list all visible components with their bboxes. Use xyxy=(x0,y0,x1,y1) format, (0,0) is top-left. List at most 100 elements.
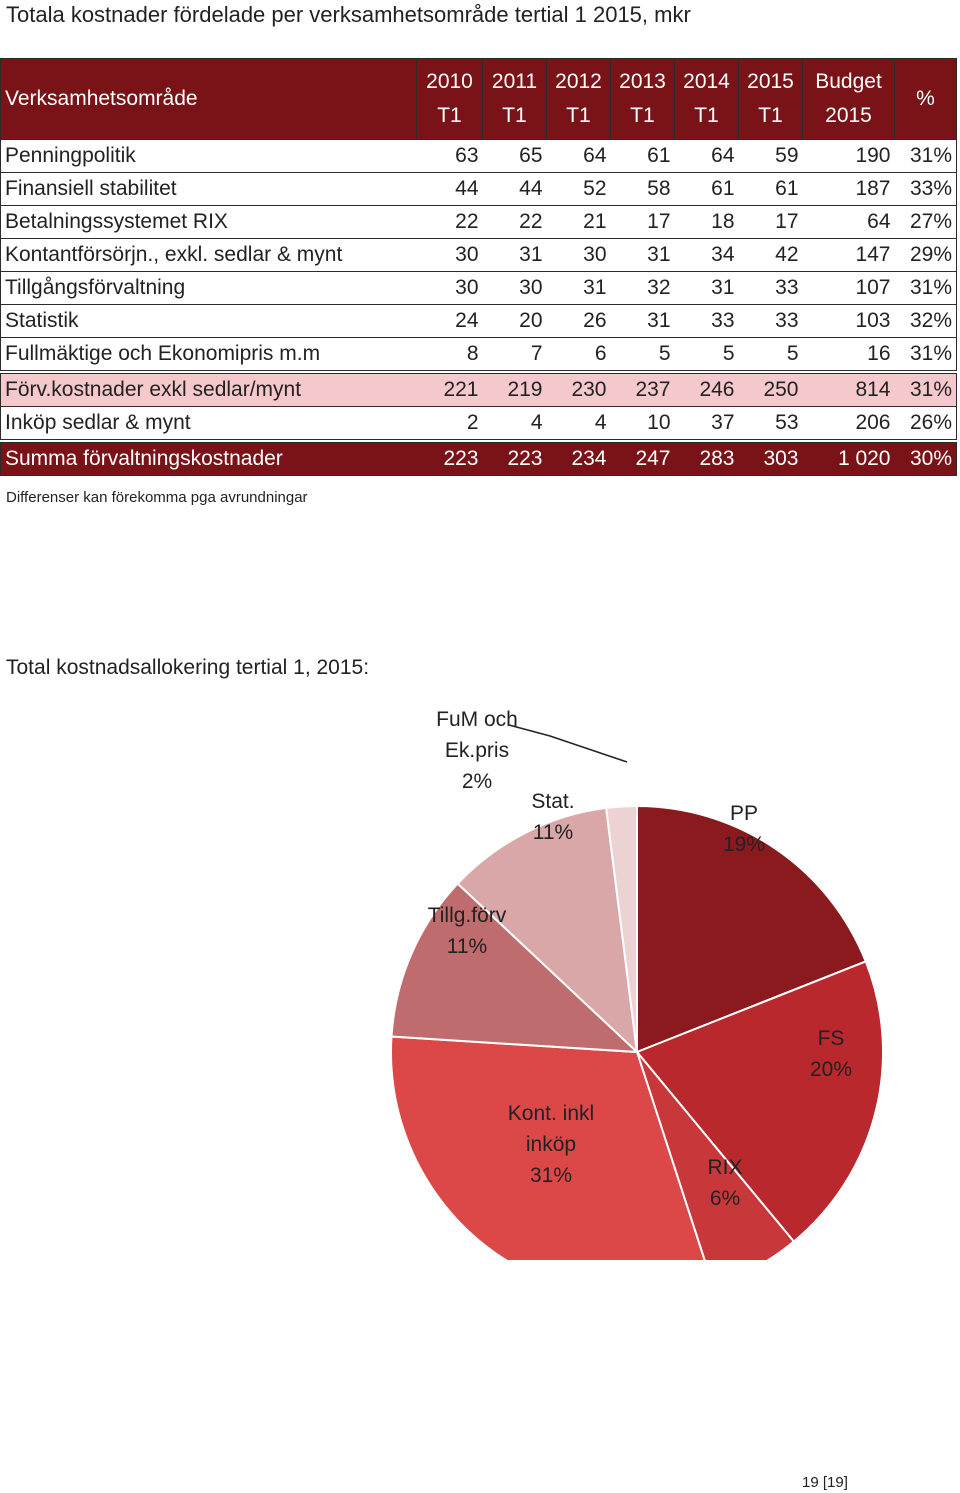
header-column-line1: 2011 xyxy=(491,70,538,93)
header-column: 2012 T1 xyxy=(546,58,611,140)
row-value: 63 xyxy=(416,139,483,173)
row-value: 33 xyxy=(738,304,803,338)
cost-table: Verksamhetsområde 2010 T1 2011 T1 2012 T1 2013 T… xyxy=(0,58,957,476)
page-number: 19 [19] xyxy=(802,1474,848,1491)
row-label: Inköp sedlar & mynt xyxy=(0,406,417,440)
pie-slice-label-line: 11% xyxy=(533,821,573,844)
row-value: 64 xyxy=(546,139,611,173)
row-value: 52 xyxy=(546,172,611,206)
row-value: 103 xyxy=(802,304,895,338)
pie-slice-label-line: RIX xyxy=(707,1156,742,1179)
table-row: Fullmäktige och Ekonomipris m.m 8 7 6 5 5 5 16 3… xyxy=(0,337,957,371)
pie-slice-label: Tillg.förv 11% xyxy=(428,904,507,958)
pie-slice xyxy=(635,960,884,1243)
row-value: 219 xyxy=(482,373,547,407)
row-value: 27% xyxy=(894,205,957,239)
row-label: Fullmäktige och Ekonomipris m.m xyxy=(0,337,417,371)
header-column-line1: 2012 xyxy=(555,70,602,93)
row-value: 10 xyxy=(610,406,675,440)
row-value: 234 xyxy=(546,442,611,476)
row-value: 16 xyxy=(802,337,895,371)
header-column-line2: T1 xyxy=(758,104,783,127)
row-value: 246 xyxy=(674,373,739,407)
row-value: 34 xyxy=(674,238,739,272)
header-column-line1: % xyxy=(916,87,935,110)
pie-chart-title: Total kostnadsallokering tertial 1, 2015… xyxy=(6,656,370,679)
row-value: 17 xyxy=(738,205,803,239)
row-value: 206 xyxy=(802,406,895,440)
header-column: 2014 T1 xyxy=(674,58,739,140)
table-row: Tillgångsförvaltning 30 30 31 32 31 33 107 31% xyxy=(0,271,957,305)
row-value: 247 xyxy=(610,442,675,476)
header-row: Verksamhetsområde 2010 T1 2011 T1 2012 T1 2013 T… xyxy=(0,58,957,140)
header-column-line2: 2015 xyxy=(825,104,872,127)
row-value: 187 xyxy=(802,172,895,206)
row-value: 283 xyxy=(674,442,739,476)
row-value: 31% xyxy=(894,337,957,371)
row-value: 31 xyxy=(674,271,739,305)
row-value: 30 xyxy=(416,271,483,305)
row-value: 24 xyxy=(416,304,483,338)
row-value: 59 xyxy=(738,139,803,173)
total-row: Summa förvaltningskostnader 223 223 234 247 2… xyxy=(0,442,957,476)
pie-slice-label-line: Tillg.förv xyxy=(428,904,507,927)
row-label: Finansiell stabilitet xyxy=(0,172,417,206)
row-value: 814 xyxy=(802,373,895,407)
pie-slice-label-line: 31% xyxy=(530,1164,572,1187)
subtotal-row: Förv.kostnader exkl sedlar/mynt 221 219 230… xyxy=(0,373,957,407)
row-label: Penningpolitik xyxy=(0,139,417,173)
row-value: 61 xyxy=(610,139,675,173)
row-label: Betalningssystemet RIX xyxy=(0,205,417,239)
row-value: 33% xyxy=(894,172,957,206)
page-title: Totala kostnader fördelade per verksamhe… xyxy=(6,2,691,27)
row-value: 21 xyxy=(546,205,611,239)
row-value: 37 xyxy=(674,406,739,440)
pie-slice-label: RIX 6% xyxy=(707,1156,742,1210)
row-value: 107 xyxy=(802,271,895,305)
row-value: 32% xyxy=(894,304,957,338)
row-value: 20 xyxy=(482,304,547,338)
row-value: 42 xyxy=(738,238,803,272)
pie-slice-label-line: Stat. xyxy=(531,790,574,813)
row-value: 17 xyxy=(610,205,675,239)
header-column: 2010 T1 xyxy=(416,58,483,140)
pie-slice-label-line: Kont. inkl xyxy=(508,1102,594,1125)
header-column-line1: 2015 xyxy=(747,70,794,93)
row-value: 29% xyxy=(894,238,957,272)
row-value: 4 xyxy=(482,406,547,440)
row-value: 58 xyxy=(610,172,675,206)
pie-slice-label-line: 6% xyxy=(710,1187,740,1210)
row-value: 65 xyxy=(482,139,547,173)
table-row: Statistik 24 20 26 31 33 33 103 32% xyxy=(0,304,957,338)
header-column: 2013 T1 xyxy=(610,58,675,140)
row-value: 30 xyxy=(416,238,483,272)
header-column-line1: 2014 xyxy=(683,70,730,93)
pie-slice-label-line: 19% xyxy=(723,833,765,856)
pie-leader-line xyxy=(508,724,628,763)
pie-slice-label: Kont. inkl inköp 31% xyxy=(508,1102,594,1187)
header-column: % xyxy=(894,58,957,140)
row-value: 33 xyxy=(738,271,803,305)
pie-slice-label-line: FuM och xyxy=(436,708,518,731)
row-value: 6 xyxy=(546,337,611,371)
row-value: 32 xyxy=(610,271,675,305)
row-value: 31% xyxy=(894,271,957,305)
pie-slice-label: FS 20% xyxy=(810,1027,852,1081)
row-value: 30 xyxy=(482,271,547,305)
row-value: 31 xyxy=(610,238,675,272)
row-value: 1 020 xyxy=(802,442,895,476)
row-value: 250 xyxy=(738,373,803,407)
header-label: Verksamhetsområde xyxy=(0,58,417,140)
row-value: 5 xyxy=(674,337,739,371)
footnote: Differenser kan förekomma pga avrundning… xyxy=(6,489,308,506)
row-value: 31% xyxy=(894,139,957,173)
row-value: 190 xyxy=(802,139,895,173)
row-value: 33 xyxy=(674,304,739,338)
row-value: 2 xyxy=(416,406,483,440)
table-row: Betalningssystemet RIX 22 22 21 17 18 17 64 27% xyxy=(0,205,957,239)
pie-slice-label-line: inköp xyxy=(526,1133,576,1156)
pie-slice-label: Stat. 11% xyxy=(531,790,574,844)
header-column-line1: 2010 xyxy=(426,70,473,93)
header-column-line2: T1 xyxy=(502,104,527,127)
row-label: Kontantförsörjn., exkl. sedlar & mynt xyxy=(0,238,417,272)
